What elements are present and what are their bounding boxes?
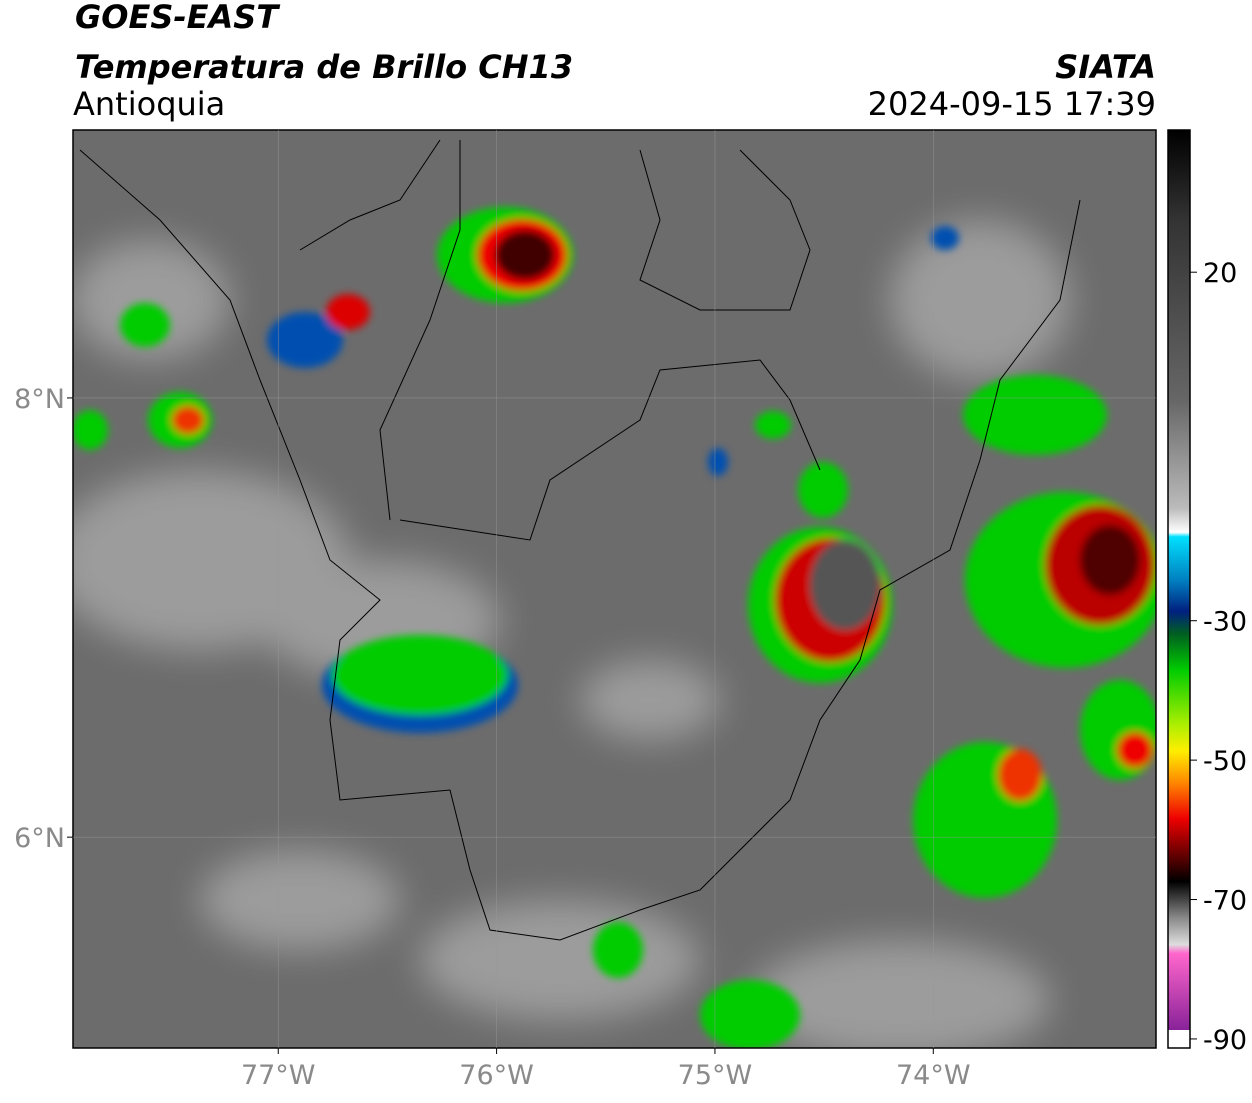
satellite-image: [73, 130, 1156, 1048]
x-tick-label: 76°W: [459, 1060, 534, 1091]
title: GOES-EAST: [75, 0, 280, 36]
region: Antioquia: [73, 85, 225, 123]
map-frame: [72, 129, 1157, 1049]
colorbar-tick-label: -70: [1203, 886, 1247, 917]
colorbar-frame: [1167, 129, 1191, 1049]
y-tick-label: 6°N: [14, 823, 65, 854]
colorbar-tick-label: -50: [1203, 746, 1247, 777]
colorbar: [1168, 130, 1190, 1030]
subtitle: Temperatura de Brillo CH13: [75, 48, 573, 86]
x-tick-label: 75°W: [678, 1060, 753, 1091]
source: SIATA: [1055, 48, 1156, 86]
colorbar-tick-label: -90: [1203, 1025, 1247, 1056]
y-tick-label: 8°N: [14, 384, 65, 415]
x-tick-label: 74°W: [896, 1060, 971, 1091]
colorbar-under: [1168, 1030, 1190, 1048]
colorbar-tick-label: -30: [1203, 607, 1247, 638]
datetime: 2024-09-15 17:39: [868, 85, 1156, 123]
x-tick-label: 77°W: [241, 1060, 316, 1091]
colorbar-tick-label: 20: [1203, 258, 1237, 289]
